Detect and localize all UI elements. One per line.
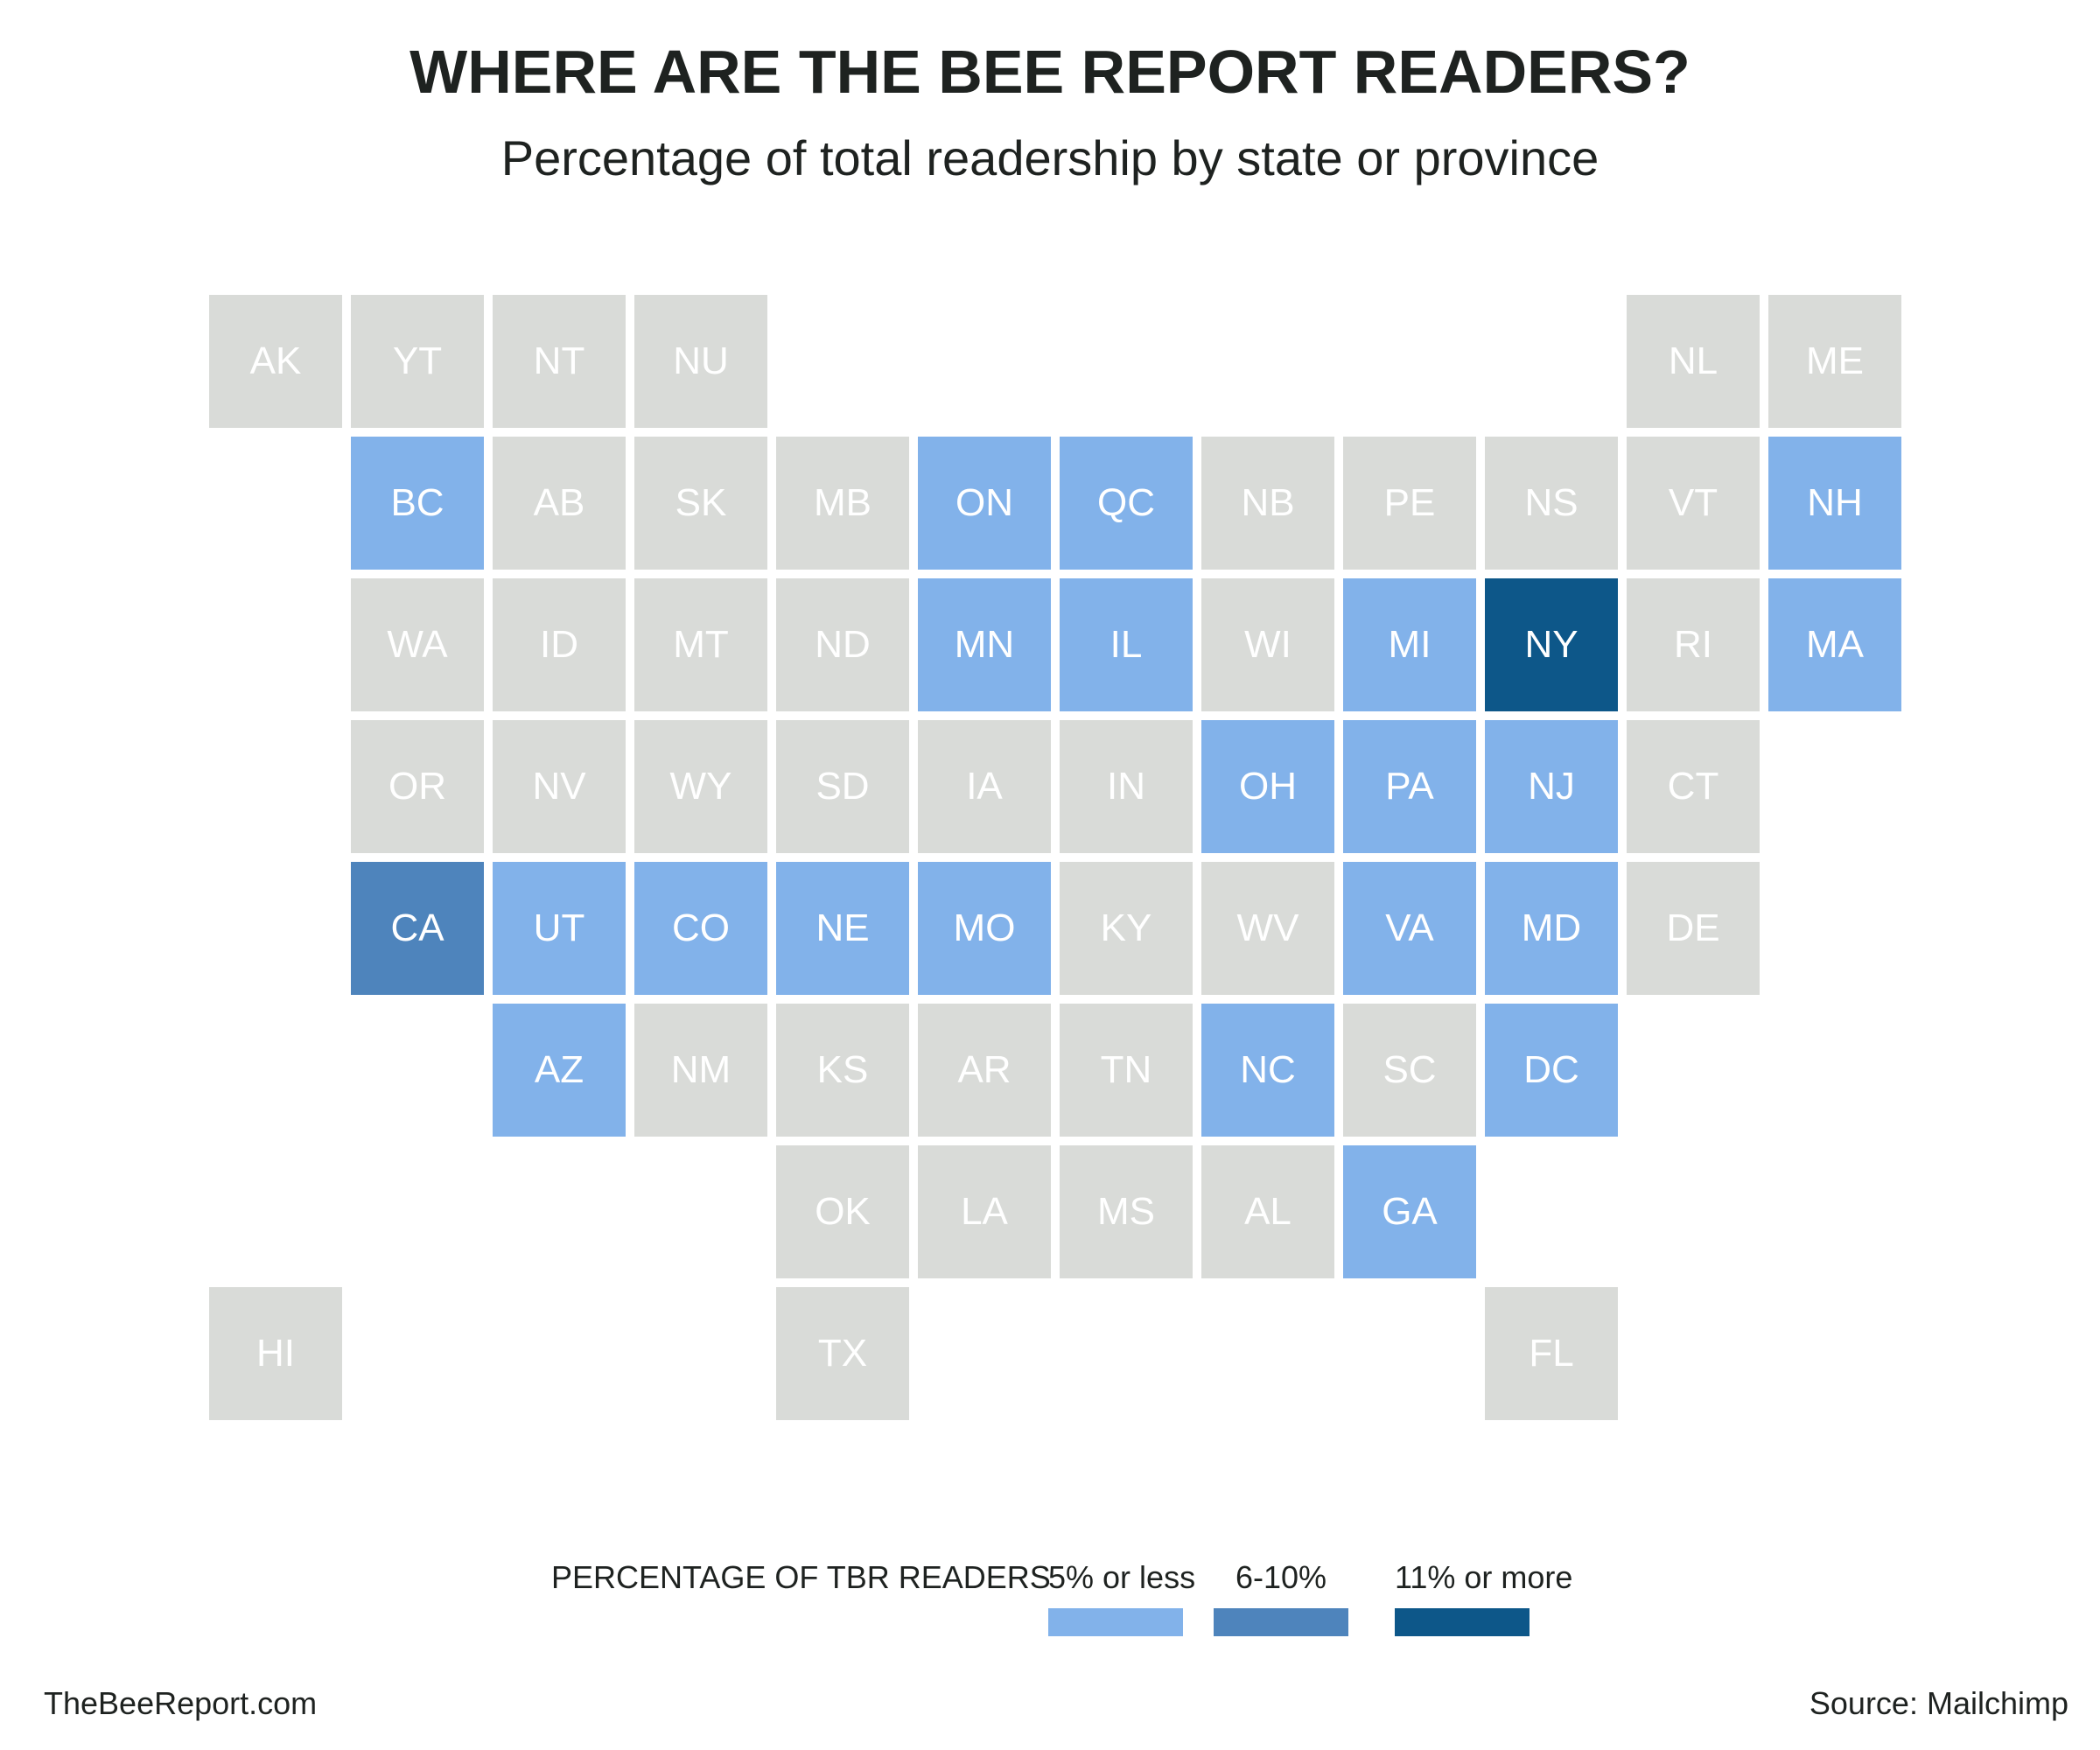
tile-wv: WV xyxy=(1201,862,1334,995)
tile-pa: PA xyxy=(1343,720,1476,853)
page-title: WHERE ARE THE BEE REPORT READERS? xyxy=(410,38,1690,106)
footer-source: Source: Mailchimp xyxy=(1809,1685,2068,1721)
legend-label-low: 5% or less xyxy=(1048,1559,1196,1595)
tile-qc: QC xyxy=(1060,437,1193,570)
legend-label-mid: 6-10% xyxy=(1235,1559,1327,1595)
tile-mo: MO xyxy=(918,862,1051,995)
tile-nc: NC xyxy=(1201,1004,1334,1137)
tile-ri: RI xyxy=(1627,578,1760,711)
tile-dc: DC xyxy=(1485,1004,1618,1137)
tile-ar: AR xyxy=(918,1004,1051,1137)
tile-ga: GA xyxy=(1343,1145,1476,1278)
tile-nt: NT xyxy=(493,295,626,428)
tile-in: IN xyxy=(1060,720,1193,853)
tile-me: ME xyxy=(1768,295,1901,428)
tile-ok: OK xyxy=(776,1145,909,1278)
tile-on: ON xyxy=(918,437,1051,570)
tile-ia: IA xyxy=(918,720,1051,853)
tile-pe: PE xyxy=(1343,437,1476,570)
tile-nu: NU xyxy=(634,295,767,428)
tile-or: OR xyxy=(351,720,484,853)
tile-sd: SD xyxy=(776,720,909,853)
tile-ny: NY xyxy=(1485,578,1618,711)
tile-md: MD xyxy=(1485,862,1618,995)
tile-mi: MI xyxy=(1343,578,1476,711)
tile-nj: NJ xyxy=(1485,720,1618,853)
tile-il: IL xyxy=(1060,578,1193,711)
tile-nv: NV xyxy=(493,720,626,853)
tile-nl: NL xyxy=(1627,295,1760,428)
tile-va: VA xyxy=(1343,862,1476,995)
tile-tn: TN xyxy=(1060,1004,1193,1137)
tile-oh: OH xyxy=(1201,720,1334,853)
tile-ct: CT xyxy=(1627,720,1760,853)
legend-swatch-high xyxy=(1395,1608,1530,1636)
tile-mb: MB xyxy=(776,437,909,570)
tile-mt: MT xyxy=(634,578,767,711)
tile-sk: SK xyxy=(634,437,767,570)
tile-co: CO xyxy=(634,862,767,995)
tile-tx: TX xyxy=(776,1287,909,1420)
tile-ms: MS xyxy=(1060,1145,1193,1278)
tile-ky: KY xyxy=(1060,862,1193,995)
legend-item-mid: 6-10% xyxy=(1214,1559,1348,1636)
tile-wy: WY xyxy=(634,720,767,853)
page-subtitle: Percentage of total readership by state … xyxy=(500,130,1600,186)
tile-ut: UT xyxy=(493,862,626,995)
tile-ca: CA xyxy=(351,862,484,995)
tile-ak: AK xyxy=(209,295,342,428)
tile-la: LA xyxy=(918,1145,1051,1278)
tile-ab: AB xyxy=(493,437,626,570)
tile-nd: ND xyxy=(776,578,909,711)
tile-ma: MA xyxy=(1768,578,1901,711)
tile-ks: KS xyxy=(776,1004,909,1137)
tile-mn: MN xyxy=(918,578,1051,711)
footer-site-credit: TheBeeReport.com xyxy=(44,1685,318,1721)
tile-sc: SC xyxy=(1343,1004,1476,1137)
tile-yt: YT xyxy=(351,295,484,428)
legend-label-high: 11% or more xyxy=(1395,1559,1573,1595)
tile-de: DE xyxy=(1627,862,1760,995)
tile-hi: HI xyxy=(209,1287,342,1420)
legend-swatch-low xyxy=(1048,1608,1183,1636)
tile-nh: NH xyxy=(1768,437,1901,570)
tile-ns: NS xyxy=(1485,437,1618,570)
tile-al: AL xyxy=(1201,1145,1334,1278)
tile-bc: BC xyxy=(351,437,484,570)
legend-heading: PERCENTAGE OF TBR READERS xyxy=(551,1559,1051,1595)
tile-nm: NM xyxy=(634,1004,767,1137)
tile-nb: NB xyxy=(1201,437,1334,570)
tile-wi: WI xyxy=(1201,578,1334,711)
tile-vt: VT xyxy=(1627,437,1760,570)
legend-item-low: 5% or less xyxy=(1048,1559,1196,1636)
tile-fl: FL xyxy=(1485,1287,1618,1420)
legend-swatch-mid xyxy=(1214,1608,1348,1636)
tile-wa: WA xyxy=(351,578,484,711)
tile-az: AZ xyxy=(493,1004,626,1137)
tile-id: ID xyxy=(493,578,626,711)
tile-ne: NE xyxy=(776,862,909,995)
legend-item-high: 11% or more xyxy=(1395,1559,1573,1636)
